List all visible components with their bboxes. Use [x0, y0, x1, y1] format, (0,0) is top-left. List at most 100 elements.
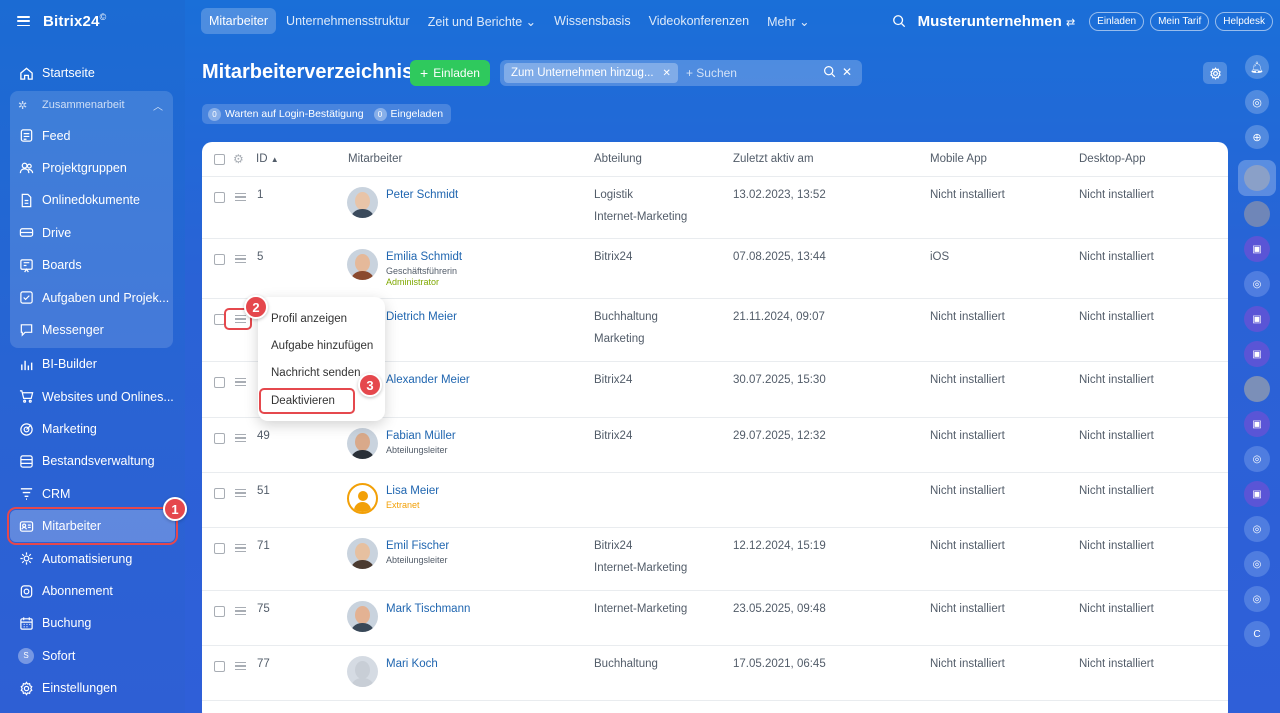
- row-checkbox[interactable]: [214, 433, 225, 444]
- channel-icon[interactable]: ◎: [1244, 516, 1270, 542]
- tab-zeit-und-berichte[interactable]: Zeit und Berichte ⌄: [427, 14, 537, 29]
- row-checkbox[interactable]: [214, 254, 225, 265]
- department-name[interactable]: Bitrix24: [594, 540, 633, 552]
- sidebar-item-buchung[interactable]: Buchung: [0, 607, 185, 639]
- menu-item-profile[interactable]: Profil anzeigen: [271, 313, 348, 325]
- table-row[interactable]: 1 Peter Schmidt Logistik Internet-Marketing…: [202, 177, 1228, 239]
- row-menu-icon[interactable]: [235, 193, 246, 201]
- employee-avatar[interactable]: [347, 601, 378, 632]
- menu-item-deactivate[interactable]: Deaktivieren: [259, 388, 355, 414]
- department-name[interactable]: Bitrix24: [594, 251, 633, 263]
- helpdesk-pill-button[interactable]: Helpdesk: [1215, 11, 1273, 31]
- employee-name-link[interactable]: Dietrich Meier: [386, 311, 457, 323]
- chevron-up-icon[interactable]: ︿: [153, 101, 163, 113]
- chat-icon[interactable]: ▣: [1244, 411, 1270, 437]
- row-menu-icon[interactable]: [235, 489, 246, 497]
- chat-icon[interactable]: ▣: [1244, 306, 1270, 332]
- column-header-last-active[interactable]: Zuletzt aktiv am: [733, 153, 814, 165]
- table-row[interactable]: 51 Lisa Meier Extranet Nicht installiert Nic…: [202, 473, 1228, 528]
- employee-name-link[interactable]: Peter Schmidt: [386, 189, 459, 201]
- sidebar-group-header[interactable]: ✲ Zusammenarbeit ︿: [10, 91, 173, 119]
- clear-icon[interactable]: ✕: [841, 65, 852, 79]
- row-checkbox[interactable]: [214, 192, 225, 203]
- sidebar-item-websites[interactable]: Websites und Onlines...: [0, 381, 185, 413]
- sidebar-item-bi-builder[interactable]: BI-Builder: [0, 348, 185, 380]
- copilot-icon[interactable]: ◎: [1245, 90, 1269, 114]
- search-icon[interactable]: [823, 65, 836, 81]
- employee-name-link[interactable]: Fabian Müller: [386, 430, 456, 442]
- row-menu-icon[interactable]: [235, 662, 246, 670]
- column-header-desktop-app[interactable]: Desktop-App: [1079, 153, 1146, 165]
- row-menu-icon[interactable]: [235, 434, 246, 442]
- channel-icon[interactable]: ◎: [1244, 271, 1270, 297]
- table-row[interactable]: 77 Mari Koch Buchhaltung 17.05.2021, 06:45 N…: [202, 646, 1228, 701]
- chat-icon[interactable]: ▣: [1244, 481, 1270, 507]
- chat-search-icon[interactable]: ⊕: [1245, 125, 1269, 149]
- department-name[interactable]: Bitrix24: [594, 374, 633, 386]
- employee-name-link[interactable]: Emil Fischer: [386, 540, 450, 552]
- extranet-avatar[interactable]: [347, 483, 378, 514]
- employee-avatar[interactable]: [347, 538, 378, 569]
- employee-avatar[interactable]: [347, 249, 378, 280]
- sidebar-item-einstellungen[interactable]: Einstellungen: [0, 672, 185, 704]
- employee-name-link[interactable]: Mari Koch: [386, 658, 438, 670]
- bell-icon[interactable]: 🔔︎: [1245, 55, 1269, 79]
- filter-chip[interactable]: Zum Unternehmen hinzug... ✕: [504, 63, 678, 83]
- list-settings-button[interactable]: [1203, 62, 1227, 84]
- sidebar-item-mitarbeiter[interactable]: Mitarbeiter: [7, 507, 178, 546]
- sidebar-item-aufgaben[interactable]: Aufgaben und Projek...: [10, 281, 173, 313]
- sidebar-item-sofort[interactable]: S Sofort: [0, 640, 185, 672]
- tab-mitarbeiter[interactable]: Mitarbeiter: [201, 8, 277, 34]
- company-name[interactable]: Musterunternehmen ⇄: [917, 12, 1076, 30]
- column-header-id[interactable]: ID ▲: [256, 153, 279, 165]
- select-all-checkbox[interactable]: [214, 154, 225, 165]
- invite-pill-button[interactable]: Einladen: [1089, 11, 1145, 31]
- column-header-employee[interactable]: Mitarbeiter: [348, 153, 403, 165]
- department-name[interactable]: Buchhaltung: [594, 311, 658, 323]
- counter-waiting[interactable]: 0 Warten auf Login-Bestätigung: [208, 107, 364, 121]
- gear-icon[interactable]: ⚙: [233, 152, 244, 166]
- department-name[interactable]: Marketing: [594, 333, 645, 345]
- menu-icon[interactable]: [17, 16, 30, 26]
- row-menu-icon[interactable]: [235, 544, 246, 552]
- column-header-department[interactable]: Abteilung: [594, 153, 642, 165]
- row-checkbox[interactable]: [214, 661, 225, 672]
- contact-avatar[interactable]: [1244, 376, 1270, 402]
- channel-icon[interactable]: ◎: [1244, 446, 1270, 472]
- rail-contact-selected[interactable]: [1238, 160, 1276, 196]
- channel-icon[interactable]: ◎: [1244, 586, 1270, 612]
- tab-videokonferenzen[interactable]: Videokonferenzen: [648, 14, 750, 28]
- tab-wissensbasis[interactable]: Wissensbasis: [554, 14, 631, 28]
- chat-icon[interactable]: ▣: [1244, 236, 1270, 262]
- sidebar-item-projektgruppen[interactable]: Projektgruppen: [10, 152, 173, 184]
- menu-item-send-message[interactable]: Nachricht senden: [271, 367, 361, 379]
- search-icon[interactable]: [892, 14, 906, 28]
- table-row[interactable]: 5 Emilia Schmidt Geschäftsführerin Administ…: [202, 239, 1228, 299]
- sidebar-item-bestandsverwaltung[interactable]: Bestandsverwaltung: [0, 445, 185, 477]
- sidebar-item-automatisierung[interactable]: Automatisierung: [0, 542, 185, 574]
- sidebar-item-boards[interactable]: Boards: [10, 249, 173, 281]
- employee-name-link[interactable]: Mark Tischmann: [386, 603, 471, 615]
- tab-mehr[interactable]: Mehr ⌄: [767, 14, 810, 29]
- department-name[interactable]: Internet-Marketing: [594, 211, 688, 223]
- tab-unternehmensstruktur[interactable]: Unternehmensstruktur: [286, 14, 410, 28]
- table-row[interactable]: 49 Fabian Müller Abteilungsleiter Bitrix24 2…: [202, 418, 1228, 473]
- employee-name-link[interactable]: Lisa Meier: [386, 485, 440, 497]
- sidebar-item-crm[interactable]: CRM: [0, 478, 185, 510]
- channel-icon[interactable]: ◎: [1244, 551, 1270, 577]
- department-name[interactable]: Bitrix24: [594, 430, 633, 442]
- row-menu-icon[interactable]: [235, 378, 246, 386]
- row-menu-icon[interactable]: [235, 315, 246, 323]
- chat-icon[interactable]: ▣: [1244, 341, 1270, 367]
- search-input[interactable]: Zum Unternehmen hinzug... ✕ + Suchen ✕: [500, 60, 862, 86]
- close-icon[interactable]: ✕: [662, 67, 671, 79]
- row-checkbox[interactable]: [214, 606, 225, 617]
- sidebar-item-abonnement[interactable]: Abonnement: [0, 575, 185, 607]
- invite-button[interactable]: + Einladen: [410, 60, 490, 86]
- department-name[interactable]: Internet-Marketing: [594, 562, 688, 574]
- sidebar-item-startseite[interactable]: Startseite: [0, 57, 185, 89]
- row-menu-icon[interactable]: [235, 607, 246, 615]
- employee-avatar[interactable]: [347, 428, 378, 459]
- counter-invited[interactable]: 0 Eingeladen: [373, 107, 443, 121]
- tariff-pill-button[interactable]: Mein Tarif: [1150, 11, 1210, 31]
